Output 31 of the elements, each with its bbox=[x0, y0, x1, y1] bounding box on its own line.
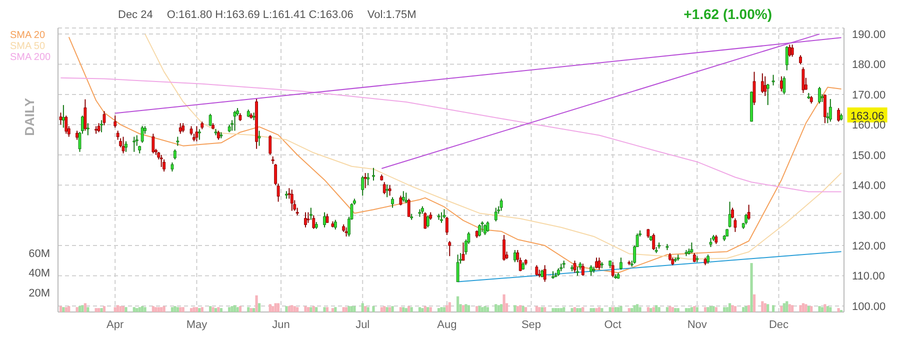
x-tick-label: May bbox=[186, 318, 208, 331]
text: Vol:1.75M bbox=[367, 9, 416, 21]
y-tick-label: 120.00 bbox=[852, 240, 886, 252]
y-tick-label: 130.00 bbox=[852, 210, 886, 222]
text: Dec 24 bbox=[118, 9, 153, 21]
x-tick-label: Apr bbox=[106, 318, 124, 331]
y-tick-label: 180.00 bbox=[852, 59, 886, 72]
x-tick-label: Sep bbox=[521, 318, 542, 331]
y2-tick-label: 60M bbox=[28, 248, 50, 260]
y-tick-label: 150.00 bbox=[852, 150, 886, 162]
text: SMA 50 bbox=[10, 41, 46, 52]
x-tick-label: Oct bbox=[604, 318, 622, 331]
y-tick-label: 160.00 bbox=[852, 120, 886, 132]
y-tick-label: 140.00 bbox=[852, 180, 886, 192]
text: SMA 20 bbox=[10, 30, 46, 41]
y2-tick-label: 40M bbox=[28, 268, 50, 280]
y-tick-label: 190.00 bbox=[852, 28, 886, 41]
text: DAILY bbox=[22, 98, 37, 136]
x-tick-label: Jul bbox=[356, 318, 370, 331]
y-tick-label: 100.00 bbox=[852, 300, 886, 313]
text: +1.62 (1.00%) bbox=[684, 6, 772, 22]
y2-tick-label: 20M bbox=[28, 287, 50, 300]
y-tick-label: 110.00 bbox=[852, 270, 885, 283]
x-tick-label: Nov bbox=[687, 318, 708, 331]
x-tick-label: Jun bbox=[272, 318, 290, 331]
x-tick-label: Dec bbox=[768, 318, 790, 331]
text: O:161.80 H:163.69 L:161.41 C:163.06 bbox=[166, 9, 354, 21]
x-tick-label: Aug bbox=[437, 318, 457, 331]
annotation: 163.06 bbox=[850, 110, 884, 122]
series-label: SMA 200 bbox=[10, 52, 51, 63]
y-tick-label: 170.00 bbox=[852, 89, 886, 102]
